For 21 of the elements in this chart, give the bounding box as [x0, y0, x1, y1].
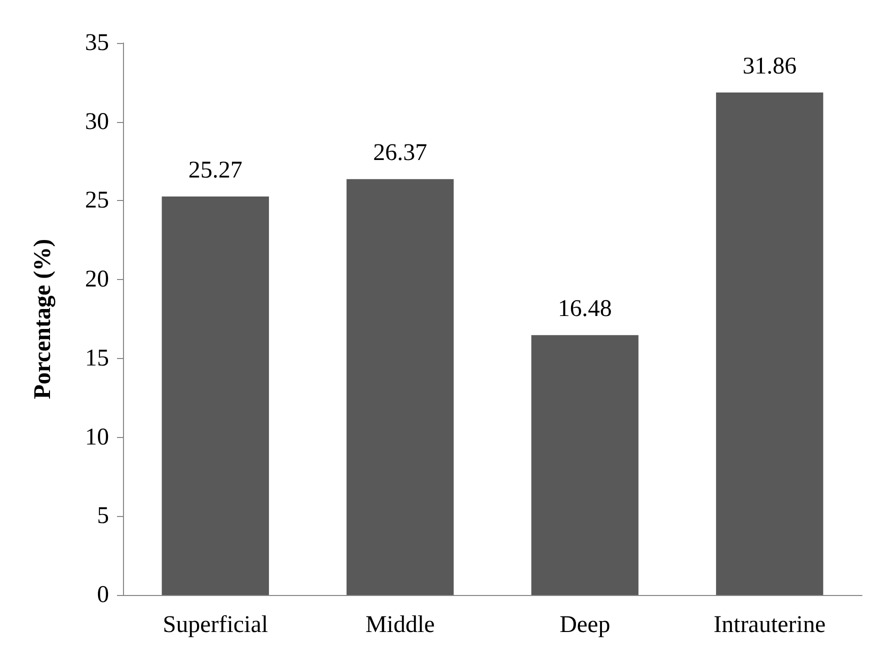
- y-tick-label: 0: [97, 582, 109, 608]
- bar: [346, 179, 454, 595]
- bar: [716, 92, 824, 595]
- data-label: 16.48: [558, 296, 612, 322]
- y-tick-label: 15: [85, 345, 109, 372]
- bar: [162, 196, 269, 595]
- y-tick-label: 25: [85, 188, 109, 214]
- x-tick-label: Intrauterine: [714, 612, 826, 638]
- y-tick-label: 10: [85, 424, 109, 450]
- x-tick-label: Deep: [560, 612, 610, 638]
- data-label: 26.37: [373, 140, 428, 166]
- x-tick-label: Middle: [365, 612, 435, 638]
- bar: [531, 335, 638, 595]
- y-tick-label: 20: [85, 266, 109, 293]
- data-label: 25.27: [188, 157, 242, 184]
- y-tick-label: 35: [85, 30, 109, 56]
- data-label: 31.86: [742, 54, 797, 80]
- x-tick-label: Superficial: [162, 612, 268, 638]
- y-tick-label: 30: [85, 108, 109, 135]
- y-tick-label: 5: [97, 503, 109, 530]
- y-axis-title: Porcentage (%): [30, 238, 56, 400]
